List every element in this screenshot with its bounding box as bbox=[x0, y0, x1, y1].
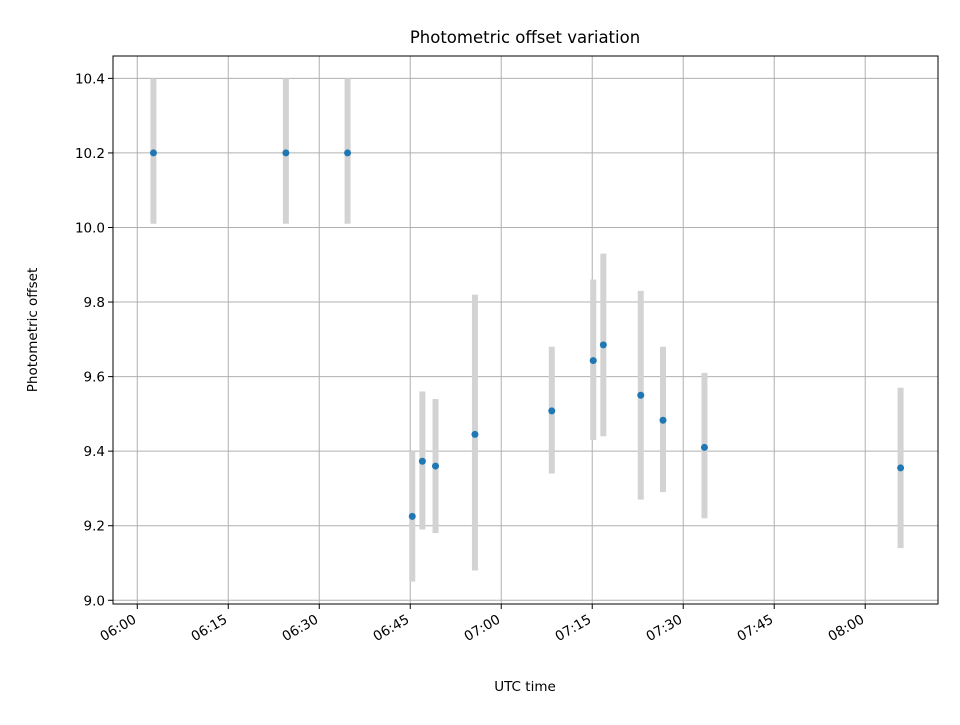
data-point bbox=[432, 462, 440, 470]
data-points bbox=[149, 149, 905, 520]
data-point bbox=[282, 149, 290, 157]
data-point bbox=[408, 512, 416, 520]
grid bbox=[113, 56, 938, 604]
data-point bbox=[548, 407, 556, 415]
chart-title: Photometric offset variation bbox=[410, 28, 640, 47]
data-point bbox=[471, 430, 479, 438]
data-point bbox=[418, 457, 426, 465]
y-tick-label: 10.0 bbox=[75, 220, 105, 236]
data-point bbox=[700, 443, 708, 451]
y-axis-label: Photometric offset bbox=[25, 268, 41, 392]
plot-area bbox=[113, 56, 938, 604]
data-point bbox=[344, 149, 352, 157]
plot-frame bbox=[112, 55, 939, 605]
y-tick-label: 10.2 bbox=[75, 146, 105, 162]
y-tick-label: 9.0 bbox=[84, 593, 105, 609]
x-axis-label: UTC time bbox=[494, 679, 556, 695]
y-tick-label: 9.6 bbox=[84, 370, 105, 386]
y-tick-label: 9.8 bbox=[84, 295, 105, 311]
data-point bbox=[599, 341, 607, 349]
y-tick-label: 9.2 bbox=[84, 519, 105, 535]
y-axis-ticks: 9.0 9.2 9.4 9.6 9.8 10.0 10.2 10.4 bbox=[75, 71, 113, 609]
data-point bbox=[149, 149, 157, 157]
data-point bbox=[897, 464, 905, 472]
data-point bbox=[637, 391, 645, 399]
data-point bbox=[589, 357, 597, 365]
y-tick-label: 10.4 bbox=[75, 71, 105, 87]
data-point bbox=[659, 416, 667, 424]
y-tick-label: 9.4 bbox=[84, 444, 105, 460]
